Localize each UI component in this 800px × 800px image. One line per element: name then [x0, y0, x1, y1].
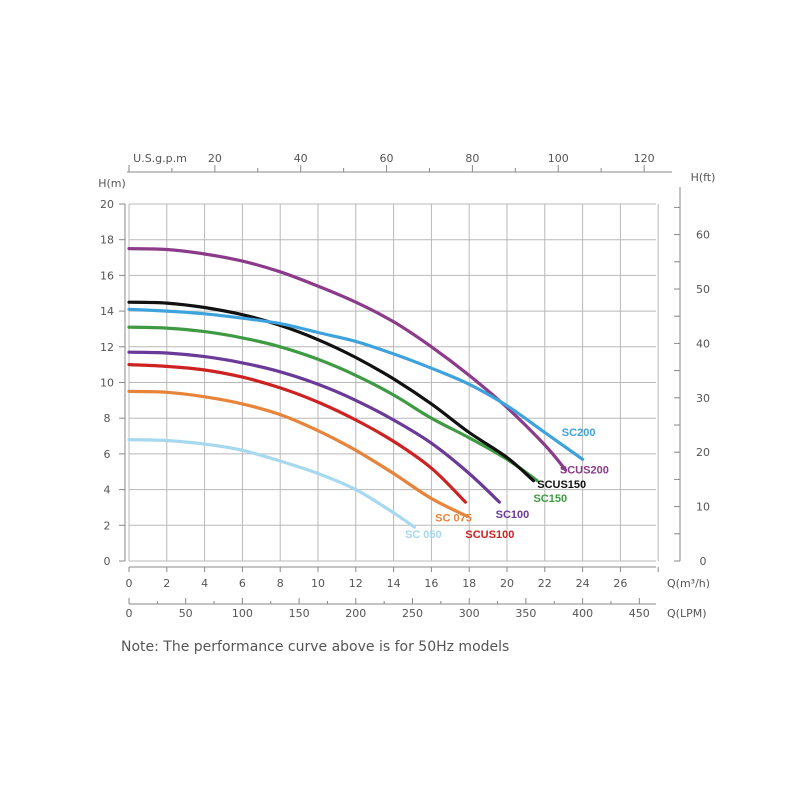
- top-axis-title: U.S.g.p.m: [133, 152, 187, 165]
- y-axis-title: H(m): [98, 177, 126, 190]
- lpm-tick-label: 150: [289, 607, 310, 620]
- x-tick-label: 22: [538, 577, 552, 590]
- x-tick-label: 12: [349, 577, 363, 590]
- x-tick-label: 20: [500, 577, 514, 590]
- y2-tick-label: 20: [696, 446, 710, 459]
- top-tick-label: 120: [634, 152, 655, 165]
- x-tick-label: 18: [462, 577, 476, 590]
- curve-sc050: [127, 438, 416, 529]
- grid: [128, 203, 659, 562]
- y-tick-label: 6: [104, 448, 111, 461]
- label-sc150: SC150: [533, 493, 567, 505]
- y2-tick-label: 60: [696, 229, 710, 242]
- y-tick-label: 20: [100, 198, 114, 211]
- y-tick-label: 16: [100, 269, 114, 282]
- y2-tick-label: 40: [696, 337, 710, 350]
- curve-scus200: [127, 247, 568, 472]
- top-tick-label: 80: [465, 152, 479, 165]
- x-tick-label: 14: [387, 577, 401, 590]
- x-axis-title: Q(m³/h): [667, 577, 710, 590]
- lpm-tick-label: 400: [572, 607, 593, 620]
- top-tick-label: 20: [208, 152, 222, 165]
- y-tick-label: 4: [104, 484, 111, 497]
- label-scus100: SCUS100: [465, 529, 514, 541]
- label-sc200: SC200: [562, 427, 596, 439]
- y-tick-label: 0: [104, 555, 111, 568]
- lpm-tick-label: 300: [459, 607, 480, 620]
- x-tick-label: 6: [239, 577, 246, 590]
- label-sc050: SC 050: [405, 529, 442, 541]
- lpm-axis-title: Q(LPM): [667, 607, 707, 620]
- curve-scus150: [127, 300, 536, 483]
- x-tick-label: 10: [311, 577, 325, 590]
- curve-sc200: [127, 307, 585, 461]
- label-scus150: SCUS150: [537, 479, 586, 491]
- y-tick-label: 8: [104, 412, 111, 425]
- curve-sc150: [127, 325, 539, 483]
- y2-tick-label: 50: [696, 283, 710, 296]
- x-tick-label: 8: [277, 577, 284, 590]
- curve-sc075: [127, 389, 469, 518]
- lpm-tick-label: 100: [232, 607, 253, 620]
- curves: [127, 247, 585, 529]
- y-tick-label: 12: [100, 341, 114, 354]
- axes: 02468101214161820H(m)0102030405060H(ft)U…: [98, 152, 715, 620]
- label-sc075: SC 075: [435, 513, 472, 525]
- y2-axis-title: H(ft): [691, 171, 716, 184]
- label-sc100: SC100: [496, 509, 530, 521]
- y-tick-label: 2: [104, 519, 111, 532]
- chart-note: Note: The performance curve above is for…: [121, 639, 510, 655]
- curve-sc100: [127, 350, 501, 504]
- y2-tick-label: 10: [696, 501, 710, 514]
- lpm-tick-label: 0: [126, 607, 133, 620]
- top-tick-label: 100: [548, 152, 569, 165]
- lpm-tick-label: 350: [515, 607, 536, 620]
- y2-tick-label: 30: [696, 392, 710, 405]
- top-tick-label: 60: [380, 152, 394, 165]
- y-tick-label: 18: [100, 234, 114, 247]
- x-tick-label: 4: [201, 577, 208, 590]
- lpm-tick-label: 250: [402, 607, 423, 620]
- top-tick-label: 40: [294, 152, 308, 165]
- label-scus200: SCUS200: [560, 465, 609, 477]
- x-tick-label: 0: [126, 577, 133, 590]
- y2-tick-label: 0: [700, 555, 707, 568]
- x-tick-label: 24: [576, 577, 590, 590]
- curve-scus100: [127, 363, 467, 504]
- x-tick-label: 16: [424, 577, 438, 590]
- lpm-tick-label: 50: [179, 607, 193, 620]
- y-tick-label: 14: [100, 305, 114, 318]
- lpm-tick-label: 200: [345, 607, 366, 620]
- y-tick-label: 10: [100, 377, 114, 390]
- lpm-tick-label: 450: [629, 607, 650, 620]
- x-tick-label: 2: [163, 577, 170, 590]
- x-tick-label: 26: [613, 577, 627, 590]
